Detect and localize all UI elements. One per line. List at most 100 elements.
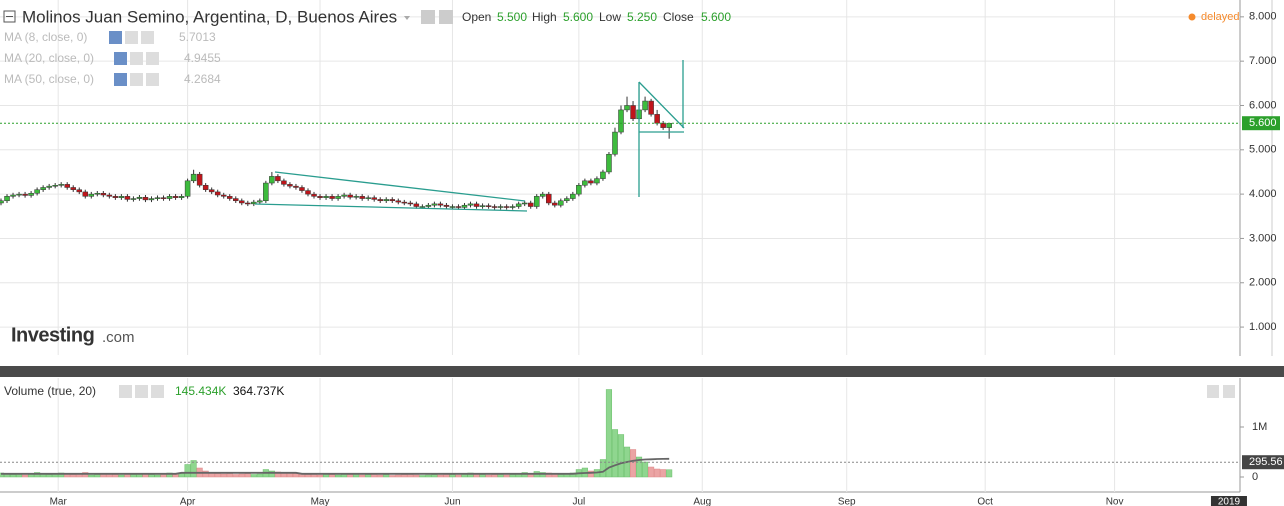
volume-bar	[316, 474, 324, 478]
x-tick-label: Jun	[444, 497, 460, 506]
candle-body	[88, 193, 95, 197]
candle-body	[269, 176, 275, 184]
indicator-remove[interactable]	[141, 31, 154, 44]
settings-button[interactable]	[119, 385, 132, 398]
candle-body	[208, 189, 215, 193]
indicator-name: MA (8, close, 0)	[4, 30, 87, 44]
indicator-toggle[interactable]	[114, 73, 127, 86]
dropdown-arrow[interactable]	[404, 16, 410, 20]
candle-body	[214, 191, 221, 196]
volume-bar	[629, 449, 637, 478]
candle-body	[46, 185, 52, 188]
candle-body	[94, 192, 101, 195]
candle-body	[371, 197, 377, 200]
volume-bar	[347, 474, 354, 478]
candle-body	[558, 200, 564, 206]
y-tick-label: 3.000	[1249, 232, 1277, 244]
volume-bar	[244, 473, 251, 478]
volume-bar	[587, 470, 594, 478]
volume-bar	[154, 474, 161, 478]
candle-body	[52, 185, 58, 187]
candle-body	[401, 201, 408, 204]
volume-bar	[636, 456, 643, 478]
y-tick-label: 8.000	[1249, 11, 1277, 23]
candle-body	[22, 193, 28, 196]
volume-bar	[184, 464, 191, 478]
candle-body	[521, 202, 528, 205]
candle-body	[178, 196, 185, 198]
candle-body	[82, 191, 89, 197]
candle-body	[630, 105, 636, 120]
candle-body	[263, 182, 269, 202]
trend-line	[254, 203, 528, 212]
candle-body	[359, 196, 365, 199]
candle-body	[196, 173, 203, 186]
volume-bar	[232, 474, 239, 478]
trend-drawings	[254, 60, 685, 212]
candle-body	[220, 194, 227, 197]
candle-body	[287, 184, 293, 187]
volume-bar	[395, 474, 402, 478]
candle-body	[509, 206, 516, 208]
indicator-settings[interactable]	[130, 73, 143, 86]
trend-line	[274, 171, 526, 202]
indicator-settings[interactable]	[130, 52, 143, 65]
settings-button[interactable]	[421, 10, 435, 24]
candle-body	[154, 197, 161, 199]
volume-bar	[660, 469, 667, 478]
x-tick-label: Apr	[180, 497, 196, 506]
volume-bar	[479, 474, 486, 478]
indicator-remove[interactable]	[146, 73, 159, 86]
volume-bar	[485, 474, 492, 478]
candle-body	[467, 203, 474, 206]
candle-body	[383, 199, 389, 202]
candle-body	[112, 196, 119, 198]
indicator-name: MA (20, close, 0)	[4, 51, 94, 65]
candle-body	[257, 200, 263, 203]
candle-body	[606, 153, 612, 173]
candle-body	[166, 196, 173, 199]
settings-button[interactable]	[151, 385, 164, 398]
candle-body	[539, 193, 546, 197]
volume-bar	[335, 474, 342, 478]
status-label: delayed	[1201, 11, 1240, 23]
volume-bar	[46, 474, 53, 478]
indicator-name: MA (50, close, 0)	[4, 72, 94, 86]
volume-bar	[359, 474, 366, 478]
ohlc-value: 5.250	[627, 10, 657, 24]
candle-body	[136, 196, 143, 199]
candle-body	[160, 197, 167, 199]
settings-button[interactable]	[439, 10, 453, 24]
candle-body	[4, 196, 10, 202]
volume-bar	[304, 474, 312, 478]
volume-bar	[9, 474, 17, 478]
candle-body	[570, 193, 576, 199]
indicator-remove[interactable]	[146, 52, 159, 65]
candle-body	[666, 122, 672, 128]
volume-bar	[599, 459, 606, 478]
x-tick-label: Nov	[1106, 497, 1124, 506]
volume-bar	[383, 474, 390, 478]
candle-body	[612, 131, 618, 155]
panel-up-button[interactable]	[1207, 385, 1219, 398]
candle-body	[172, 196, 179, 198]
candle-body	[293, 185, 299, 188]
current-volume-box	[1242, 455, 1284, 470]
last-price-label: 5.600	[1249, 117, 1277, 129]
volume-bar	[648, 466, 655, 478]
indicator-toggle[interactable]	[109, 31, 122, 44]
settings-button[interactable]	[135, 385, 148, 398]
candle-body	[100, 192, 107, 196]
volume-value: 145.434K	[175, 384, 226, 398]
indicator-settings[interactable]	[125, 31, 138, 44]
indicator-toggle[interactable]	[114, 52, 127, 65]
candle-body	[190, 173, 197, 182]
y-tick-label: 0	[1252, 471, 1258, 483]
candle-body	[533, 196, 540, 207]
last-price-box	[1242, 116, 1280, 131]
volume-bar	[202, 470, 209, 478]
panel-close-button[interactable]	[1223, 385, 1235, 398]
candle-body	[124, 196, 131, 200]
collapse-button[interactable]	[3, 10, 16, 23]
volume-bar	[419, 475, 426, 478]
